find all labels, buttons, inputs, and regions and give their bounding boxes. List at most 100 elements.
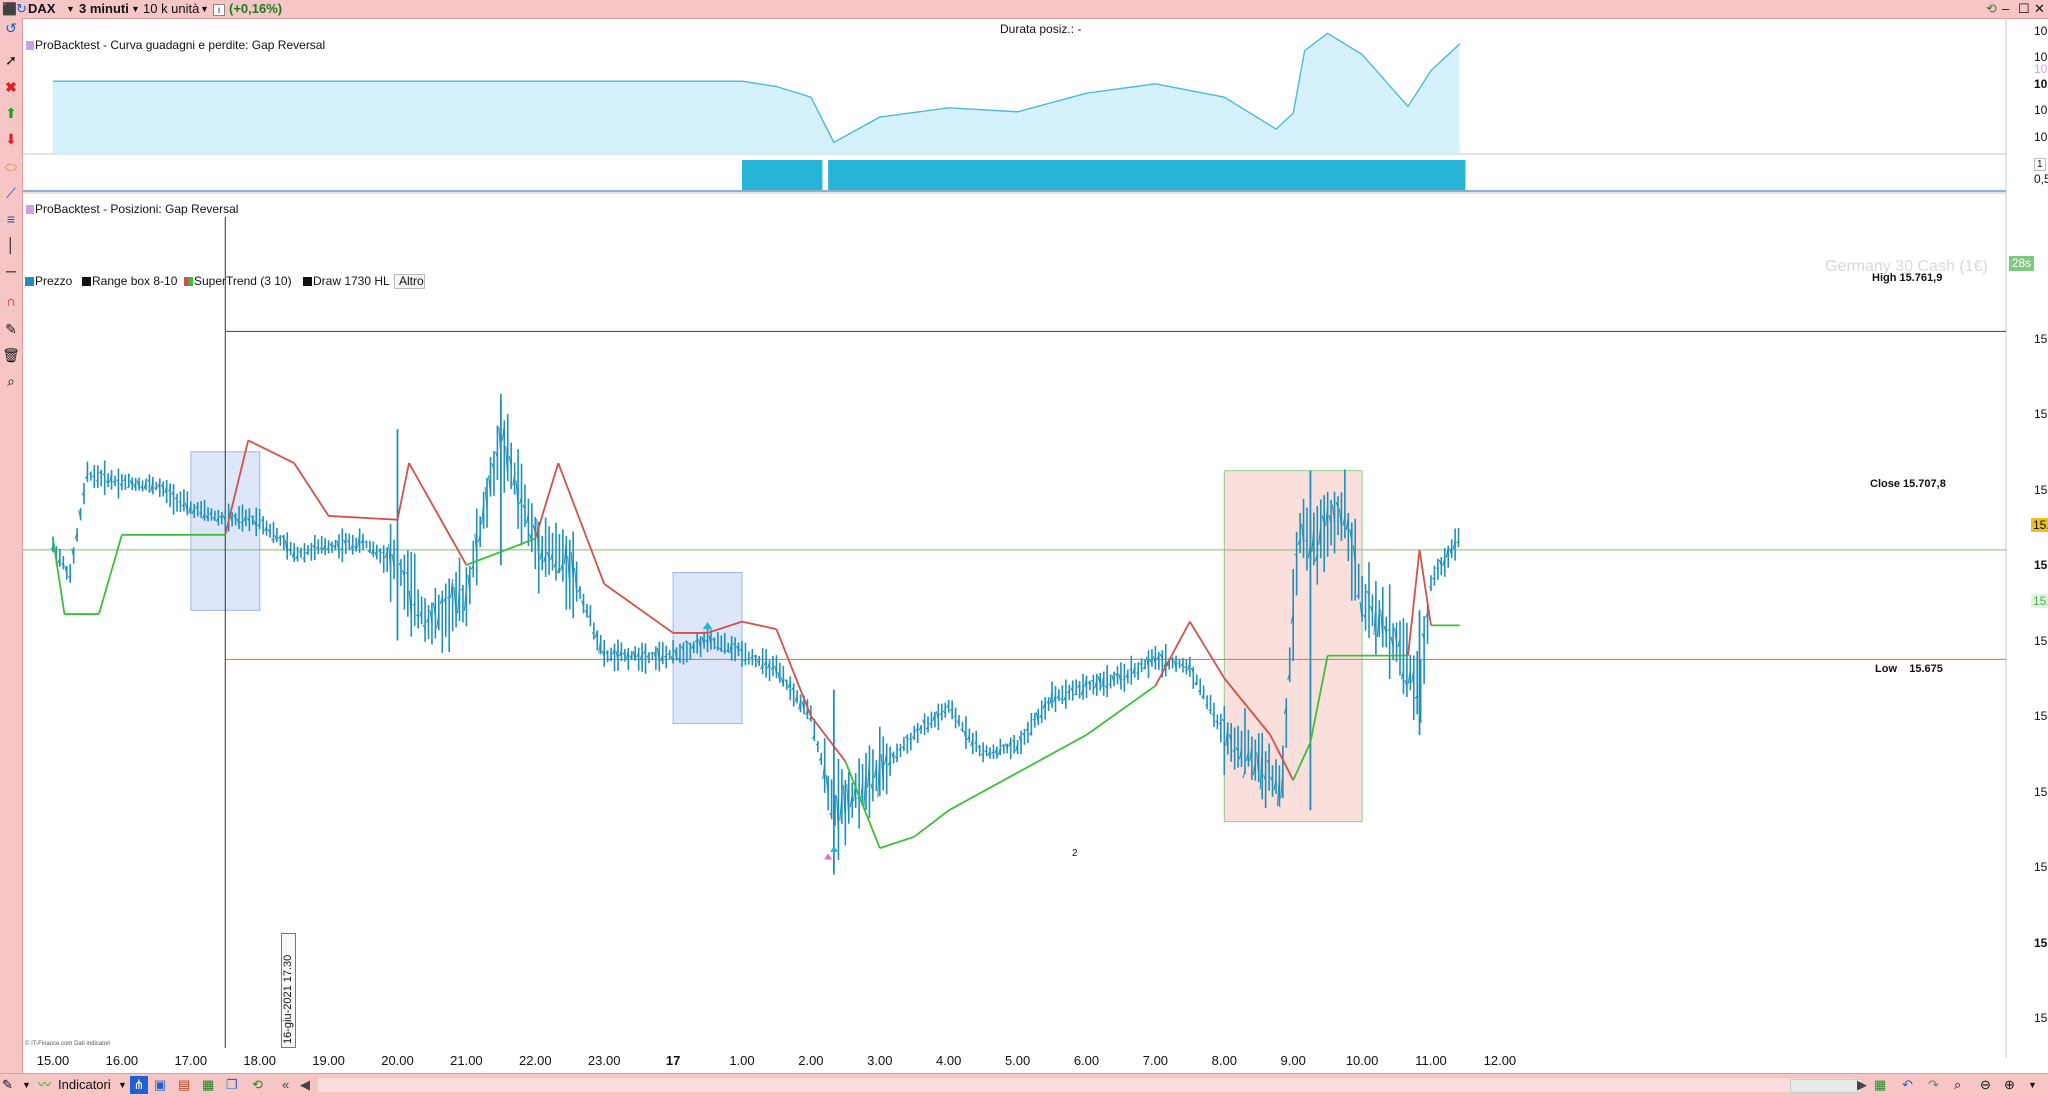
legend-label: Altro — [399, 274, 424, 288]
magnet-icon[interactable]: ∩ — [2, 292, 20, 310]
refresh-icon[interactable]: ↻ — [16, 1, 27, 17]
chevron-down-icon[interactable]: ▼ — [66, 1, 75, 17]
supertrend-segment — [914, 810, 948, 836]
grid-icon[interactable]: ▦ — [202, 1076, 214, 1094]
legend-more-button[interactable]: Altro — [394, 274, 425, 289]
legend-label: SuperTrend (3 10) — [194, 274, 292, 288]
indicator-icon[interactable]: 〰 — [38, 1076, 51, 1094]
zoom-out-icon[interactable]: ⊖ — [1980, 1076, 1991, 1094]
supertrend-segment — [329, 516, 398, 520]
chevron-down-icon[interactable]: ▼ — [22, 1076, 31, 1094]
trash-icon[interactable]: 🗑 — [2, 346, 20, 364]
pencil-icon[interactable]: ✎ — [2, 1076, 13, 1094]
backtest-icon[interactable]: ▤ — [178, 1076, 190, 1094]
legend-supertrend[interactable]: SuperTrend (3 10) — [182, 274, 292, 289]
instrument-icon[interactable]: ⬛ — [2, 1, 17, 17]
screener-icon[interactable]: ▣ — [154, 1076, 166, 1094]
maximize-icon[interactable]: ☐ — [2018, 1, 2030, 17]
equity-axis-label: 10.260 — [2034, 130, 2048, 144]
equity-panel-title: ProBacktest - Curva guadagni e perdite: … — [23, 38, 329, 53]
supertrend-segment — [1155, 622, 1189, 686]
chevron-down-icon[interactable]: ▼ — [131, 1, 140, 17]
price-axis-label: 15.740 — [2034, 407, 2048, 421]
legend-swatch — [26, 41, 34, 50]
redo-icon[interactable]: ↷ — [1928, 1076, 1939, 1094]
chevron-down-icon[interactable]: ▼ — [2028, 1076, 2037, 1094]
delete-icon[interactable]: ✖ — [2, 78, 20, 96]
supertrend-segment — [558, 463, 587, 539]
supertrend-segment — [99, 535, 122, 614]
price-bar-open — [178, 502, 180, 503]
chart-canvas[interactable] — [23, 18, 2048, 1073]
zoom-in-icon[interactable]: ⊕ — [2004, 1076, 2015, 1094]
price-bar-open — [723, 651, 725, 652]
scroll-start-icon[interactable]: « — [282, 1076, 289, 1094]
price-bar-open — [61, 564, 63, 565]
supertrend-segment — [535, 463, 558, 539]
legend-range-box[interactable]: Range box 8-10 — [80, 274, 177, 289]
time-axis-label: 7.00 — [1143, 1053, 1168, 1068]
undo-icon[interactable]: ↺ — [2, 19, 20, 37]
fibonacci-icon[interactable]: ≡ — [2, 210, 20, 228]
chevron-down-icon[interactable]: ▼ — [118, 1076, 127, 1094]
bottom-toolbar: ✎ ▼ 〰 Indicatori ▼ ⋔ ▣ ▤ ▦ ❐ ⟲ « ◀ ▶ ▦ ↶… — [0, 1073, 2048, 1096]
time-axis-label: 22.00 — [519, 1053, 552, 1068]
chart-area[interactable]: Durata posiz.: - ProBacktest - Curva gua… — [23, 18, 2048, 1073]
indicators-button[interactable]: Indicatori — [58, 1076, 111, 1094]
buy-arrow-icon[interactable]: ⬆ — [2, 104, 20, 122]
last-price-marker: 15.704 — [2031, 518, 2048, 532]
share-icon[interactable]: ⋔ — [130, 1076, 148, 1094]
price-axis-label: 15.640 — [2034, 785, 2048, 799]
zoom-icon[interactable]: ⌕ — [2, 372, 20, 390]
vertical-line-icon[interactable]: │ — [2, 236, 20, 254]
position-bar — [828, 160, 1465, 192]
time-axis-label: 23.00 — [588, 1053, 621, 1068]
horizontal-line-icon[interactable]: ─ — [2, 262, 20, 280]
positions-panel-title: ProBacktest - Posizioni: Gap Reversal — [23, 202, 242, 217]
time-axis-label: 21.00 — [450, 1053, 483, 1068]
supertrend-segment — [880, 837, 914, 848]
supertrend-segment — [949, 773, 1018, 811]
copyright-note: © IT-Finance.com Dati indicatori — [25, 1041, 110, 1047]
cursor-icon[interactable]: ➚ — [2, 51, 20, 69]
horizontal-scrollbar[interactable] — [318, 1078, 1853, 1092]
sell-arrow-icon[interactable]: ⬇ — [2, 130, 20, 148]
time-axis-label: 18.00 — [243, 1053, 276, 1068]
instrument-selector[interactable]: DAX — [28, 1, 55, 17]
price-axis-label: 15.680 — [2034, 634, 2048, 648]
bar-timer: 28s — [2009, 256, 2034, 271]
info-icon[interactable]: i — [213, 4, 225, 16]
windows-icon[interactable]: ❐ — [226, 1076, 238, 1094]
close-icon[interactable]: ✕ — [2034, 1, 2045, 17]
price-bar-open — [309, 550, 311, 551]
position-duration: Durata posiz.: - — [1000, 22, 1081, 36]
scroll-right-icon[interactable]: ▶ — [1857, 1076, 1867, 1094]
minimize-icon[interactable]: – — [2002, 1, 2009, 17]
ellipse-icon[interactable]: ⬭ — [2, 158, 20, 176]
price-change: (+0,16%) — [229, 1, 282, 17]
pencil-icon[interactable]: ✎ — [2, 320, 20, 338]
time-axis-label: 2.00 — [798, 1053, 823, 1068]
price-axis-label: 15.760 — [2034, 332, 2048, 346]
units-selector[interactable]: 10 k unità — [143, 1, 199, 17]
calendar-icon[interactable]: ▦ — [1874, 1076, 1886, 1094]
timeframe-selector[interactable]: 3 minuti — [79, 1, 129, 17]
time-axis-label: 20.00 — [381, 1053, 414, 1068]
crosshair-date-label: 16-giu-2021 17.30 — [281, 933, 296, 1048]
legend-prezzo[interactable]: Prezzo — [23, 274, 72, 289]
legend-swatch — [25, 277, 34, 286]
time-axis-label: 5.00 — [1005, 1053, 1030, 1068]
chevron-down-icon[interactable]: ▼ — [200, 1, 209, 17]
zoom-box-icon[interactable]: ⌕ — [1954, 1076, 1961, 1094]
time-axis-label: 3.00 — [867, 1053, 892, 1068]
scrollbar-thumb[interactable] — [1790, 1079, 1862, 1093]
equity-title-text: ProBacktest - Curva guadagni e perdite: … — [35, 38, 325, 52]
legend-draw[interactable]: Draw 1730 HL — [301, 274, 390, 289]
trendline-icon[interactable]: ⟋ — [2, 184, 20, 202]
sync-icon[interactable]: ⟲ — [1986, 1, 1997, 17]
scroll-left-icon[interactable]: ◀ — [300, 1076, 310, 1094]
supertrend-segment — [742, 622, 776, 630]
time-axis-label: 1.00 — [729, 1053, 754, 1068]
prorealtime-icon[interactable]: ⟲ — [252, 1076, 263, 1094]
undo-icon[interactable]: ↶ — [1902, 1076, 1913, 1094]
